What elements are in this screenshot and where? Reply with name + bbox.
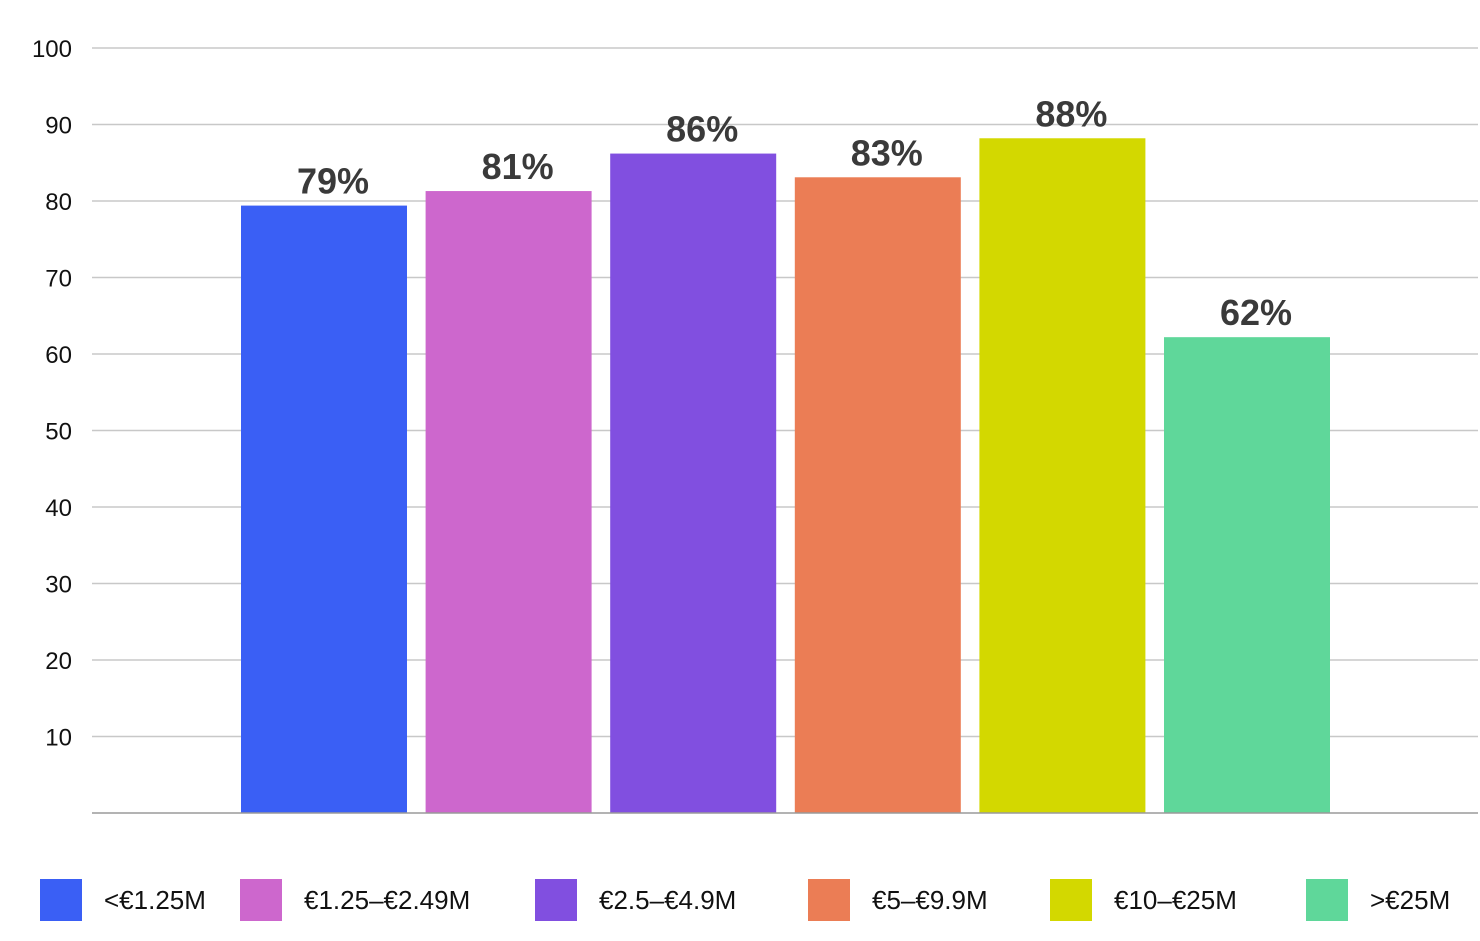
legend-label: €2.5–€4.9M	[599, 884, 737, 915]
data-label: 81%	[482, 146, 554, 187]
legend-swatch	[40, 879, 82, 921]
y-tick-label: 80	[45, 189, 72, 216]
legend-swatch	[240, 879, 282, 921]
legend-label: €10–€25M	[1114, 884, 1237, 915]
legend-item: €2.5–€4.9M	[535, 878, 736, 922]
y-axis-ticks: 10 20 30 40 50 60 70 80 90 100	[32, 36, 72, 752]
legend-swatch	[808, 879, 850, 921]
bar	[425, 191, 592, 813]
bar-chart: 10 20 30 40 50 60 70 80 90 100 79% 81% 86% 83% 88% 62%	[32, 36, 1478, 814]
legend-swatch	[1050, 879, 1092, 921]
y-tick-label: 70	[45, 266, 72, 293]
y-tick-label: 50	[45, 419, 72, 446]
legend-item: <€1.25M	[40, 878, 206, 922]
y-tick-label: 20	[45, 648, 72, 675]
legend-label: €5–€9.9M	[872, 884, 988, 915]
data-labels: 79% 81% 86% 83% 88% 62%	[297, 93, 1292, 333]
legend-swatch	[1306, 879, 1348, 921]
bar	[794, 177, 961, 813]
y-tick-label: 10	[45, 725, 72, 752]
data-label: 83%	[851, 132, 923, 173]
legend-item: €10–€25M	[1050, 878, 1237, 922]
bar	[979, 138, 1146, 813]
legend-swatch	[535, 879, 577, 921]
bar	[241, 205, 407, 814]
data-label: 88%	[1035, 93, 1107, 134]
data-label: 62%	[1220, 292, 1292, 333]
legend: <€1.25M €1.25–€2.49M €2.5–€4.9M €5–€9.9M…	[0, 878, 1480, 922]
legend-item: €1.25–€2.49M	[240, 878, 470, 922]
legend-item: €5–€9.9M	[808, 878, 988, 922]
y-tick-label: 30	[45, 572, 72, 599]
data-label: 86%	[666, 109, 738, 150]
y-tick-label: 90	[45, 113, 72, 140]
y-tick-label: 40	[45, 495, 72, 522]
y-tick-label: 60	[45, 342, 72, 369]
legend-label: <€1.25M	[104, 884, 206, 915]
bars	[241, 138, 1330, 814]
y-tick-label: 100	[32, 36, 72, 63]
data-label: 79%	[297, 161, 369, 202]
bar	[1164, 337, 1330, 813]
bar	[610, 153, 777, 813]
legend-label: >€25M	[1370, 884, 1451, 915]
legend-item: >€25M	[1306, 878, 1450, 922]
legend-label: €1.25–€2.49M	[304, 884, 471, 915]
